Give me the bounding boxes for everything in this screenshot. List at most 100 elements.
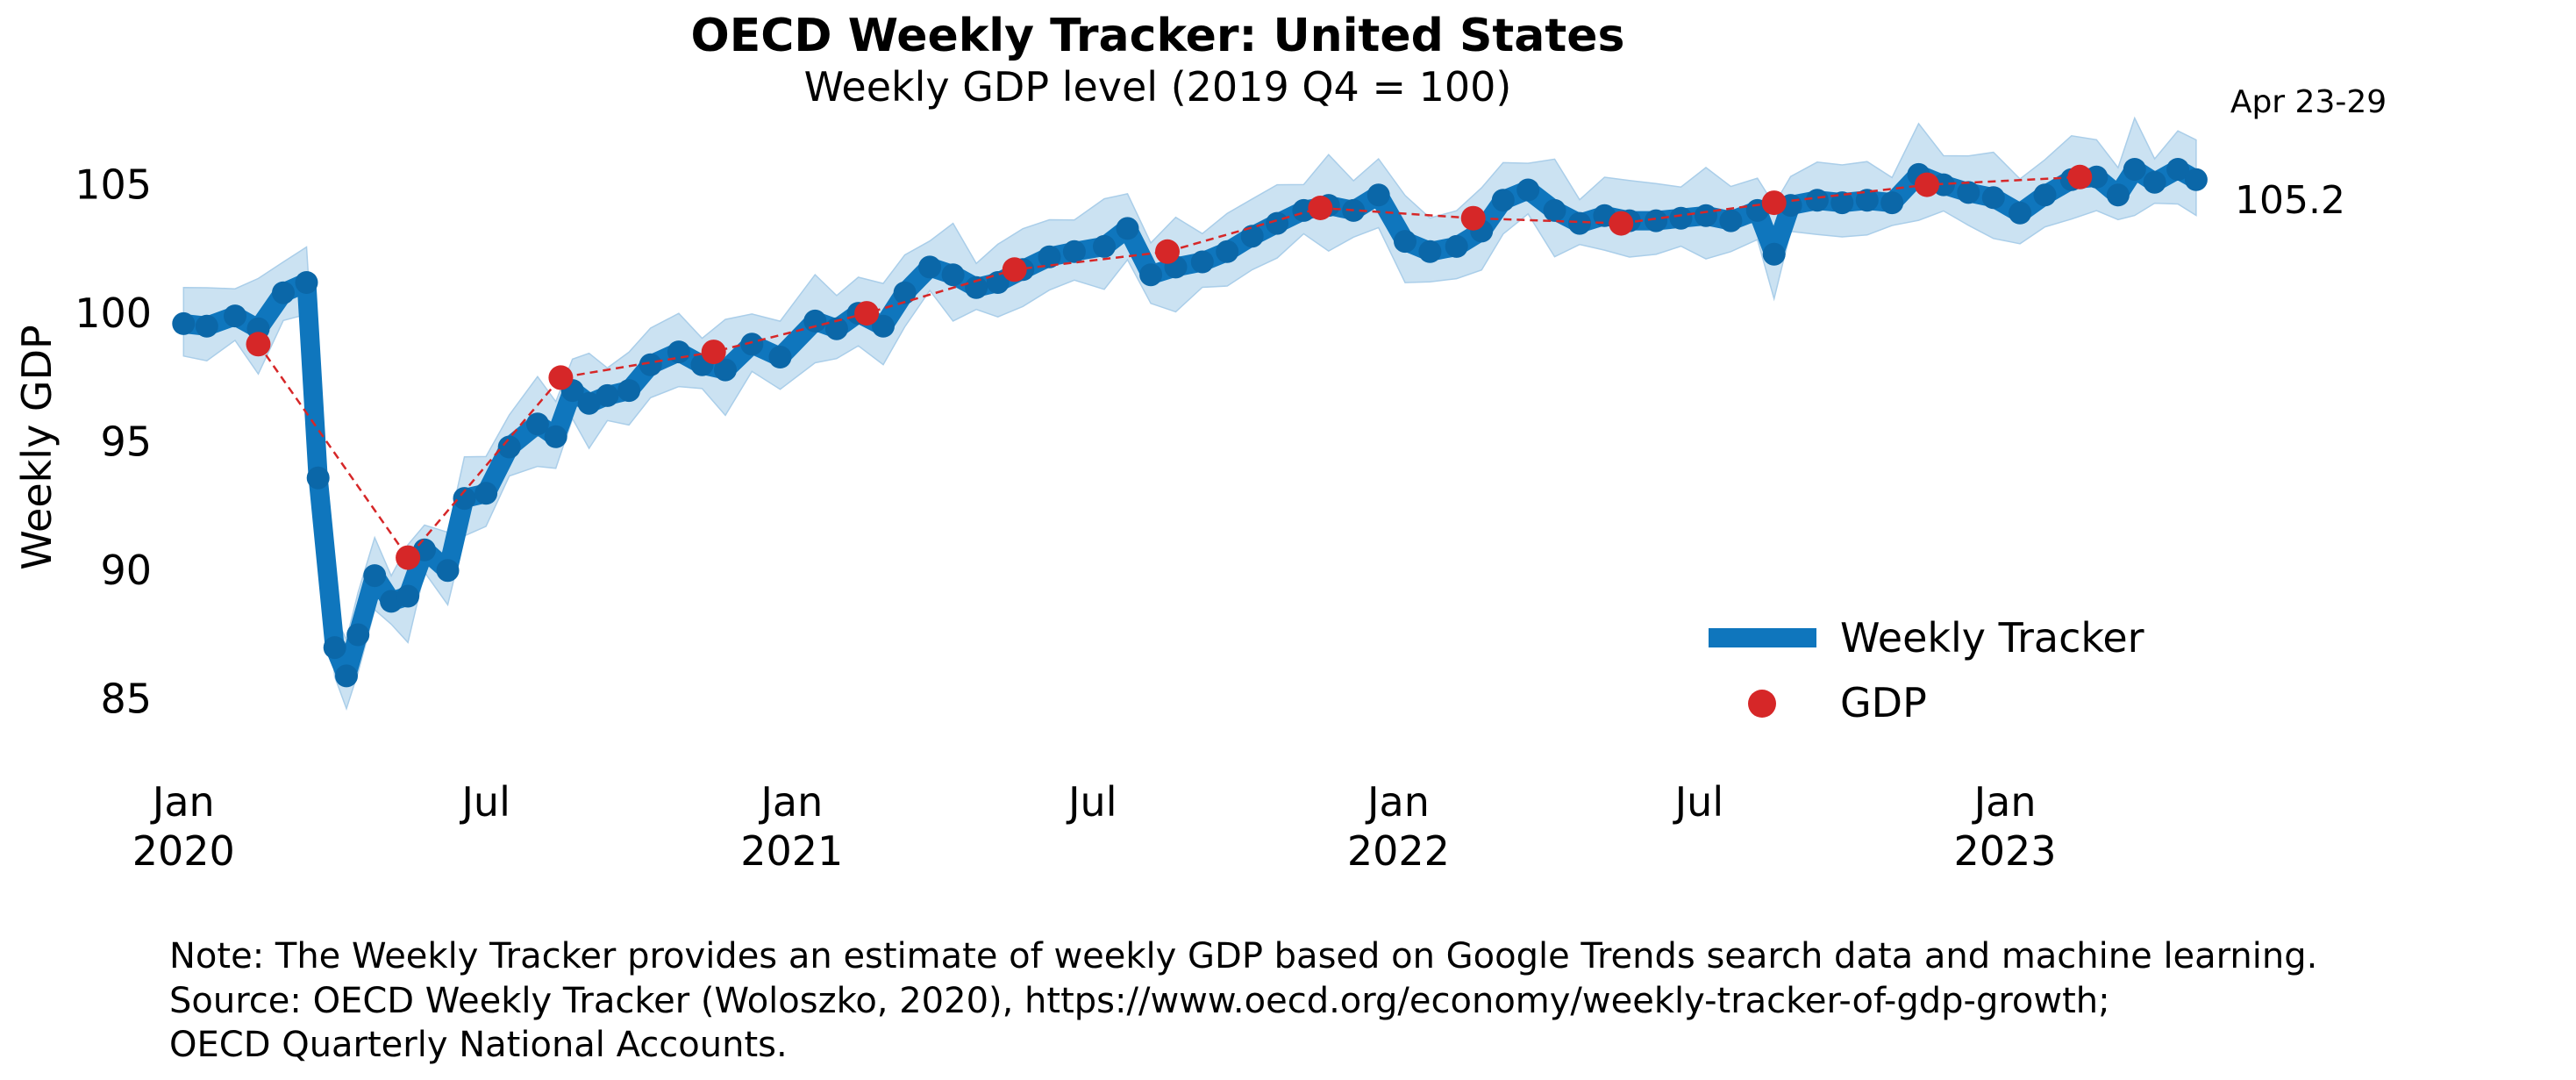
- weekly-tracker-point: [1418, 240, 1442, 263]
- x-tick-label: Jul: [459, 778, 510, 826]
- weekly-tracker-point: [1491, 189, 1515, 212]
- weekly-tracker-point: [2009, 201, 2032, 225]
- weekly-tracker-point: [1543, 198, 1566, 222]
- weekly-tracker-point: [617, 379, 641, 403]
- weekly-tracker-point: [1957, 181, 1980, 204]
- x-tick-label: Jul: [1066, 778, 1117, 826]
- x-tick-label: Jan: [150, 778, 215, 826]
- gdp-point: [854, 301, 880, 326]
- weekly-tracker-point: [306, 466, 330, 490]
- weekly-tracker-point: [1093, 234, 1116, 258]
- weekly-tracker-point: [1216, 240, 1239, 263]
- latest-period-label: Apr 23-29: [2230, 84, 2387, 120]
- y-tick-labels: 85 90 95 100 105: [75, 161, 152, 723]
- latest-value-label: 105.2: [2235, 178, 2345, 223]
- x-tick-label: Jul: [1673, 778, 1724, 826]
- legend-weekly-tracker-label: Weekly Tracker: [1840, 614, 2144, 662]
- x-tick-label: Jan: [1972, 778, 2037, 826]
- weekly-tracker-point: [872, 314, 895, 338]
- weekly-tracker-point: [596, 383, 619, 407]
- weekly-tracker-point: [525, 412, 549, 436]
- gdp-points: [246, 164, 2093, 570]
- weekly-tracker-point: [1394, 230, 1416, 254]
- plot-area: [172, 116, 2208, 711]
- weekly-tracker-point: [436, 559, 460, 583]
- weekly-tracker-point: [1645, 209, 1668, 232]
- weekly-tracker-point: [941, 263, 965, 287]
- weekly-tracker-point: [639, 353, 662, 376]
- chart-title: OECD Weekly Tracker: United States: [691, 10, 1625, 62]
- y-tick-label: 85: [100, 676, 152, 723]
- weekly-tracker-point: [1669, 206, 1693, 230]
- legend: Weekly Tracker GDP: [1709, 614, 2144, 726]
- weekly-tracker-point: [1695, 204, 1717, 227]
- chart-subtitle: Weekly GDP level (2019 Q4 = 100): [804, 63, 1512, 111]
- weekly-tracker-point: [224, 304, 246, 328]
- weekly-tracker-point: [453, 487, 476, 511]
- gdp-point: [1915, 172, 1939, 197]
- gdp-point: [701, 340, 726, 365]
- gdp-point: [396, 545, 421, 570]
- weekly-tracker-point: [1981, 186, 2005, 210]
- weekly-tracker-point: [768, 346, 792, 368]
- weekly-tracker-point: [195, 314, 218, 338]
- x-tick-label: Jan: [1365, 778, 1430, 826]
- gdp-point: [2067, 164, 2093, 190]
- x-tick-year-label: 2023: [1953, 827, 2056, 875]
- weekly-tracker-point: [1830, 191, 1854, 215]
- weekly-tracker-point: [323, 636, 346, 660]
- weekly-tracker-point: [1240, 225, 1264, 248]
- y-tick-label: 90: [100, 547, 152, 594]
- y-axis-label: Weekly GDP: [13, 325, 61, 569]
- weekly-tracker-point: [2123, 158, 2146, 181]
- note-line-1: Note: The Weekly Tracker provides an est…: [169, 936, 2317, 976]
- weekly-tracker-point: [2166, 158, 2190, 181]
- weekly-tracker-point: [1719, 209, 1743, 232]
- weekly-tracker-point: [2143, 170, 2166, 194]
- legend-gdp-marker: [1748, 690, 1776, 718]
- weekly-tracker-point: [2184, 168, 2208, 191]
- weekly-tracker-point: [893, 281, 917, 304]
- weekly-tracker-point: [1139, 263, 1163, 287]
- weekly-tracker-point: [544, 425, 567, 448]
- weekly-tracker-points: [172, 158, 2208, 688]
- gdp-point: [1609, 211, 1634, 236]
- weekly-tracker-point: [1931, 173, 1955, 197]
- x-tick-year-label: 2021: [740, 827, 843, 875]
- weekly-tracker-point: [1190, 250, 1214, 274]
- weekly-tracker-point: [2085, 165, 2109, 189]
- gdp-point: [1002, 257, 1027, 283]
- weekly-tracker-point: [396, 584, 420, 608]
- weekly-tracker-point: [497, 435, 521, 459]
- gdp-point: [1155, 239, 1180, 264]
- weekly-tracker-point: [1038, 245, 1061, 268]
- weekly-tracker-point: [577, 391, 601, 415]
- weekly-tracker-point: [965, 275, 988, 299]
- weekly-tracker-point: [346, 623, 370, 647]
- weekly-tracker-point: [714, 358, 737, 382]
- y-tick-label: 95: [100, 418, 152, 466]
- weekly-tracker-point: [740, 333, 764, 356]
- x-tick-year-label: 2022: [1347, 827, 1450, 875]
- weekly-tracker-point: [1762, 242, 1786, 266]
- y-tick-label: 105: [75, 161, 152, 209]
- weekly-tracker-point: [824, 317, 848, 340]
- weekly-tracker-point: [1366, 183, 1390, 207]
- weekly-tracker-point: [1445, 234, 1468, 258]
- weekly-tracker-point: [1116, 217, 1139, 240]
- weekly-tracker-point: [2033, 183, 2057, 207]
- weekly-tracker-point: [1568, 211, 1591, 235]
- weekly-tracker-point: [295, 271, 318, 294]
- weekly-tracker-point: [335, 664, 358, 688]
- gdp-point: [246, 332, 271, 357]
- note-line-3: OECD Quarterly National Accounts.: [169, 1025, 788, 1065]
- y-tick-label: 100: [75, 290, 152, 337]
- weekly-tracker-point: [1062, 240, 1086, 263]
- weekly-tracker-point: [803, 309, 827, 333]
- weekly-tracker-point: [1516, 178, 1540, 202]
- legend-gdp-label: GDP: [1840, 679, 1927, 726]
- gdp-point: [1460, 205, 1486, 231]
- weekly-tracker-line: [174, 160, 2206, 686]
